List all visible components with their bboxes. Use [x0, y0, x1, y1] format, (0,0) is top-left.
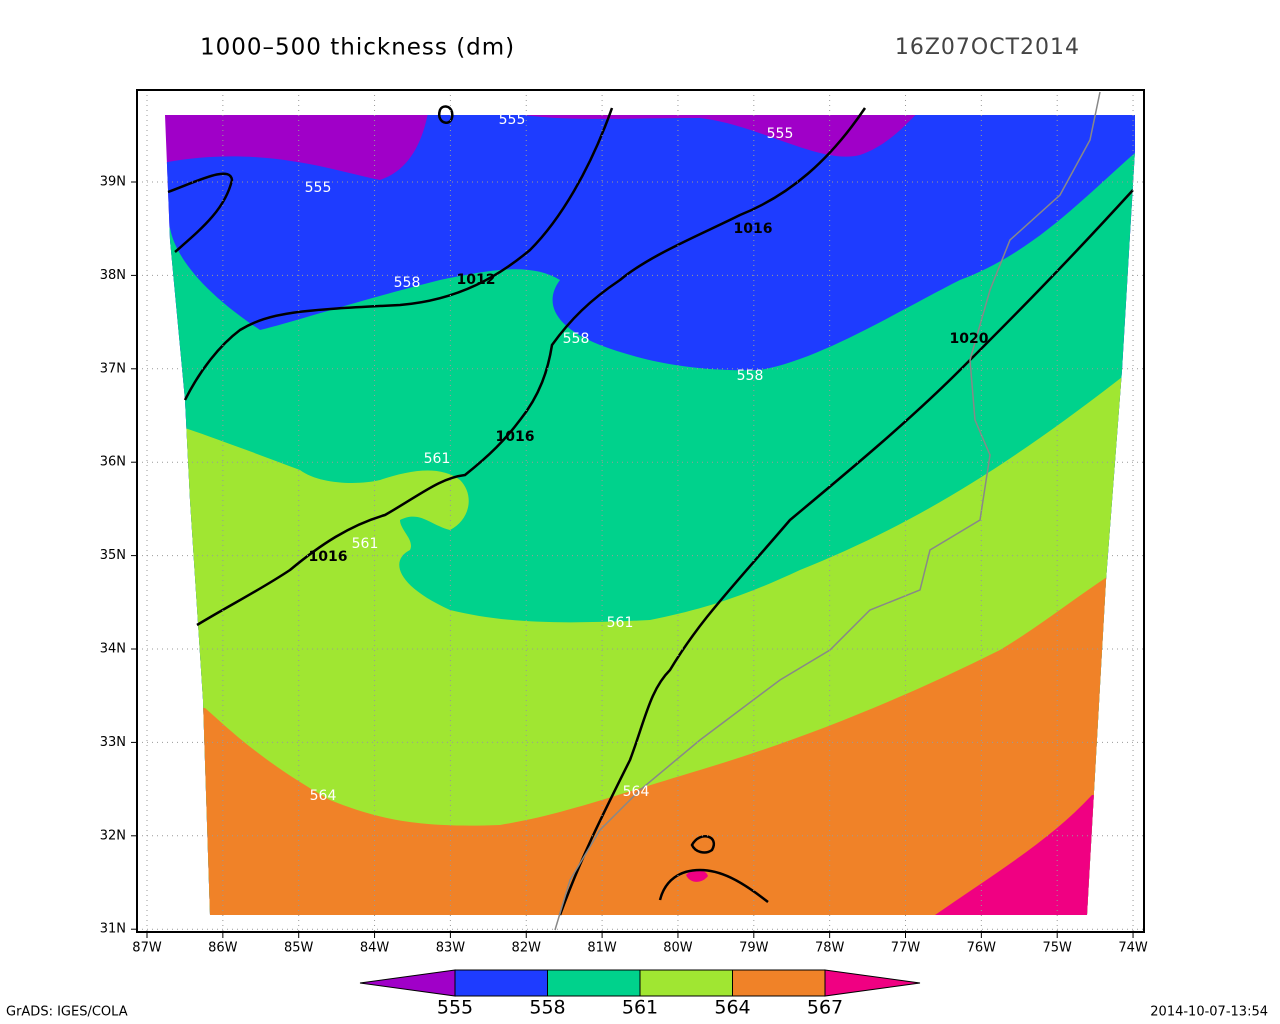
contour-label: 561: [352, 536, 379, 552]
colorbar-label: 558: [529, 997, 565, 1019]
isobar-label: 1016: [734, 221, 773, 237]
lon-label: 86W: [208, 941, 238, 956]
lon-label: 79W: [739, 941, 769, 956]
title: 1000–500 thickness (dm): [200, 35, 515, 61]
lon-label: 78W: [815, 941, 845, 956]
lon-label: 74W: [1118, 941, 1148, 956]
colorbar-label: 561: [622, 997, 658, 1019]
lat-label: 39N: [100, 175, 126, 190]
lon-label: 87W: [132, 941, 162, 956]
lon-label: 83W: [436, 941, 466, 956]
colorbar-swatch: [824, 969, 921, 997]
colorbar: 555 558 561 564 567: [359, 969, 921, 1019]
isobar: [183, 107, 614, 401]
lat-label: 34N: [100, 642, 126, 657]
map-frame: [136, 89, 1145, 933]
contour-label: 555: [499, 112, 526, 128]
contour-label: 561: [424, 451, 451, 467]
footer-source: GrADS: IGES/COLA: [6, 1005, 128, 1020]
lon-label: 85W: [284, 941, 314, 956]
pressure-labels: 1012 1016 1016 1016 1020: [309, 221, 989, 565]
lon-label: 81W: [587, 941, 617, 956]
lat-label: 31N: [100, 922, 126, 937]
lat-label: 38N: [100, 268, 126, 283]
colorbar-swatch: [359, 969, 456, 997]
colorbar-swatch: [639, 969, 733, 997]
lat-label: 35N: [100, 548, 126, 563]
contour-label: 564: [623, 784, 650, 800]
isobar-label: 1016: [496, 429, 535, 445]
graticule: [131, 90, 1144, 938]
colorbar-swatch: [454, 969, 548, 997]
contour-label: 558: [737, 368, 764, 384]
lon-label: 77W: [891, 941, 921, 956]
isobar-label: 1016: [309, 549, 348, 565]
isobar: [558, 189, 1134, 916]
contour-label: 564: [310, 788, 337, 804]
lon-label: 76W: [967, 941, 997, 956]
isobar: [658, 868, 769, 903]
contour-label: 558: [394, 275, 421, 291]
contour-label: 558: [563, 331, 590, 347]
thickness-fill: [165, 115, 1135, 915]
contour-label: 555: [767, 126, 794, 142]
thickness-labels: 555 555 555 558 558 558 561 561 561 564 …: [305, 112, 794, 804]
colorbar-swatch: [547, 969, 641, 997]
contour-label: 555: [305, 180, 332, 196]
footer-timestamp: 2014-10-07-13:54: [1150, 1005, 1268, 1020]
lon-label: 75W: [1042, 941, 1072, 956]
lon-label: 80W: [663, 941, 693, 956]
isobar: [690, 835, 716, 854]
lat-label: 37N: [100, 361, 126, 376]
colorbar-label: 555: [437, 997, 473, 1019]
lat-label: 36N: [100, 455, 126, 470]
region-band: [686, 869, 708, 882]
isobar-label: 1020: [950, 331, 989, 347]
region-band: [165, 550, 1135, 915]
isobar-label: 1012: [457, 272, 496, 288]
isobars: [167, 105, 1134, 916]
colorbar-label: 567: [807, 997, 843, 1019]
isobar: [167, 172, 234, 253]
contour-label: 561: [607, 615, 634, 631]
lon-label: 84W: [360, 941, 390, 956]
colorbar-label: 564: [714, 997, 750, 1019]
lat-label: 33N: [100, 735, 126, 750]
isobar: [196, 107, 867, 627]
valid-time: 16Z07OCT2014: [895, 35, 1080, 60]
coastline: [554, 91, 1101, 931]
lon-label: 82W: [512, 941, 542, 956]
lat-label: 32N: [100, 828, 126, 843]
colorbar-swatch: [732, 969, 826, 997]
isobar: [437, 105, 454, 124]
